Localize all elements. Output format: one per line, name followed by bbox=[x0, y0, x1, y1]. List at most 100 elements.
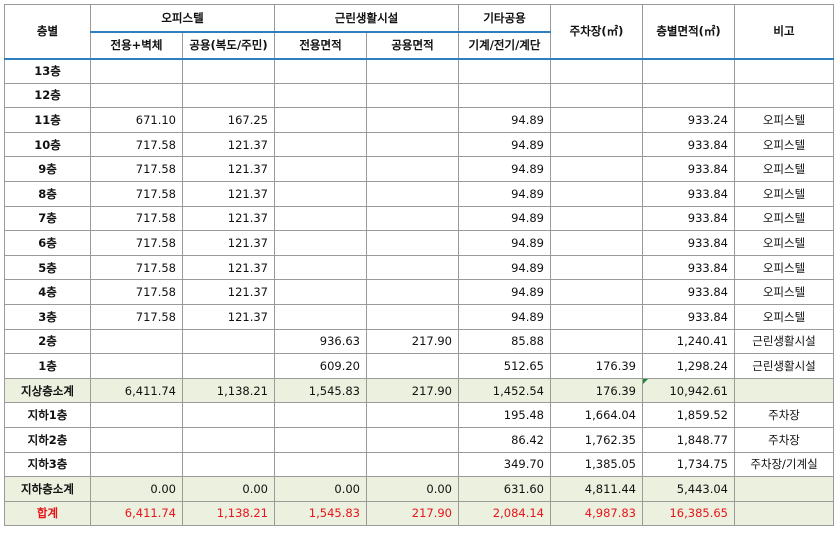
parking-cell bbox=[550, 254, 643, 281]
retail-common-cell bbox=[366, 279, 459, 305]
floor-cell: 합계 bbox=[4, 500, 91, 527]
table-row: 2층 936.63 217.90 85.88 1,240.41 근린생활시설 bbox=[4, 328, 834, 355]
note-cell: 오피스텔 bbox=[734, 156, 834, 182]
retail-exclusive-cell: 609.20 bbox=[274, 353, 367, 379]
parking-cell: 4,987.83 bbox=[550, 500, 643, 527]
other-common-cell: 85.88 bbox=[458, 328, 551, 355]
header-floor-area: 층별면적(㎡) bbox=[642, 4, 735, 60]
retail-exclusive-cell bbox=[274, 279, 367, 305]
officetel-exclusive-cell bbox=[90, 328, 183, 355]
other-common-cell: 195.48 bbox=[458, 402, 551, 428]
retail-exclusive-cell bbox=[274, 156, 367, 182]
parking-cell bbox=[550, 82, 643, 109]
table-row: 지하1층 195.48 1,664.04 1,859.52 주차장 bbox=[4, 402, 834, 428]
floor-cell: 지하1층 bbox=[4, 402, 91, 428]
other-common-cell bbox=[458, 58, 551, 84]
parking-cell: 176.39 bbox=[550, 377, 643, 404]
parking-cell bbox=[550, 58, 643, 84]
retail-exclusive-cell bbox=[274, 254, 367, 281]
other-common-cell: 94.89 bbox=[458, 254, 551, 281]
floor-area-table: 층별 오피스텔 근린생활시설 기타공용 주차장(㎡) 층별면적(㎡) 비고 전용… bbox=[4, 4, 834, 527]
officetel-exclusive-cell bbox=[90, 426, 183, 453]
retail-common-cell bbox=[366, 82, 459, 109]
note-cell: 오피스텔 bbox=[734, 230, 834, 256]
officetel-common-cell: 1,138.21 bbox=[182, 500, 275, 527]
note-cell: 오피스텔 bbox=[734, 180, 834, 207]
note-cell: 오피스텔 bbox=[734, 205, 834, 232]
other-common-cell: 94.89 bbox=[458, 230, 551, 256]
officetel-common-cell bbox=[182, 426, 275, 453]
table-row: 7층 717.58 121.37 94.89 933.84 오피스텔 bbox=[4, 205, 834, 232]
floor-cell: 13층 bbox=[4, 58, 91, 84]
note-cell bbox=[734, 500, 834, 527]
other-common-cell: 94.89 bbox=[458, 303, 551, 330]
officetel-exclusive-cell: 717.58 bbox=[90, 131, 183, 158]
retail-common-cell bbox=[366, 156, 459, 182]
note-cell: 주차장 bbox=[734, 402, 834, 428]
other-common-cell: 94.89 bbox=[458, 279, 551, 305]
retail-exclusive-cell bbox=[274, 230, 367, 256]
other-common-cell: 94.89 bbox=[458, 156, 551, 182]
table-body: 13층 12층 11층 671.10 167.25 94.89 933.24 오피스텔 10층 7… bbox=[4, 58, 834, 527]
retail-exclusive-cell bbox=[274, 451, 367, 478]
table-row: 4층 717.58 121.37 94.89 933.84 오피스텔 bbox=[4, 279, 834, 305]
officetel-common-cell: 0.00 bbox=[182, 476, 275, 502]
note-cell: 오피스텔 bbox=[734, 303, 834, 330]
parking-cell: 1,762.35 bbox=[550, 426, 643, 453]
officetel-exclusive-cell bbox=[90, 353, 183, 379]
retail-exclusive-cell bbox=[274, 180, 367, 207]
parking-cell bbox=[550, 107, 643, 133]
officetel-exclusive-cell bbox=[90, 82, 183, 109]
parking-cell bbox=[550, 279, 643, 305]
floor-area-cell: 933.84 bbox=[642, 131, 735, 158]
officetel-exclusive-cell: 671.10 bbox=[90, 107, 183, 133]
floor-area-cell: 933.84 bbox=[642, 254, 735, 281]
retail-common-cell: 0.00 bbox=[366, 476, 459, 502]
floor-cell: 5층 bbox=[4, 254, 91, 281]
retail-exclusive-cell: 0.00 bbox=[274, 476, 367, 502]
retail-common-cell: 217.90 bbox=[366, 377, 459, 404]
header-note: 비고 bbox=[734, 4, 834, 60]
table-row: 지하3층 349.70 1,385.05 1,734.75 주차장/기계실 bbox=[4, 451, 834, 478]
note-cell: 근린생활시설 bbox=[734, 328, 834, 355]
table-row: 1층 609.20 512.65 176.39 1,298.24 근린생활시설 bbox=[4, 353, 834, 379]
retail-common-cell bbox=[366, 451, 459, 478]
other-common-cell: 512.65 bbox=[458, 353, 551, 379]
floor-area-cell: 1,734.75 bbox=[642, 451, 735, 478]
officetel-common-cell: 121.37 bbox=[182, 303, 275, 330]
retail-exclusive-cell: 1,545.83 bbox=[274, 377, 367, 404]
retail-common-cell bbox=[366, 353, 459, 379]
officetel-common-cell bbox=[182, 451, 275, 478]
table-row: 지하2층 86.42 1,762.35 1,848.77 주차장 bbox=[4, 426, 834, 453]
floor-area-cell: 1,298.24 bbox=[642, 353, 735, 379]
retail-exclusive-cell: 1,545.83 bbox=[274, 500, 367, 527]
parking-cell bbox=[550, 156, 643, 182]
retail-common-cell: 217.90 bbox=[366, 328, 459, 355]
floor-cell: 6층 bbox=[4, 230, 91, 256]
note-cell bbox=[734, 58, 834, 84]
note-cell: 근린생활시설 bbox=[734, 353, 834, 379]
header-other-common: 기타공용 bbox=[458, 4, 551, 33]
officetel-common-cell: 121.37 bbox=[182, 254, 275, 281]
floor-cell: 9층 bbox=[4, 156, 91, 182]
officetel-common-cell bbox=[182, 328, 275, 355]
other-common-cell bbox=[458, 82, 551, 109]
retail-exclusive-cell bbox=[274, 303, 367, 330]
other-common-cell: 1,452.54 bbox=[458, 377, 551, 404]
floor-area-cell: 933.84 bbox=[642, 279, 735, 305]
retail-exclusive-cell bbox=[274, 131, 367, 158]
officetel-exclusive-cell: 717.58 bbox=[90, 254, 183, 281]
table-row: 10층 717.58 121.37 94.89 933.84 오피스텔 bbox=[4, 131, 834, 158]
other-common-cell: 94.89 bbox=[458, 180, 551, 207]
header-floor: 층별 bbox=[4, 4, 91, 60]
floor-cell: 지하2층 bbox=[4, 426, 91, 453]
note-cell bbox=[734, 82, 834, 109]
table-row: 13층 bbox=[4, 58, 834, 84]
retail-common-cell bbox=[366, 107, 459, 133]
note-cell: 오피스텔 bbox=[734, 131, 834, 158]
officetel-exclusive-cell: 717.58 bbox=[90, 205, 183, 232]
floor-cell: 1층 bbox=[4, 353, 91, 379]
officetel-common-cell bbox=[182, 402, 275, 428]
floor-area-cell: 10,942.61 bbox=[642, 377, 735, 404]
note-cell: 오피스텔 bbox=[734, 254, 834, 281]
